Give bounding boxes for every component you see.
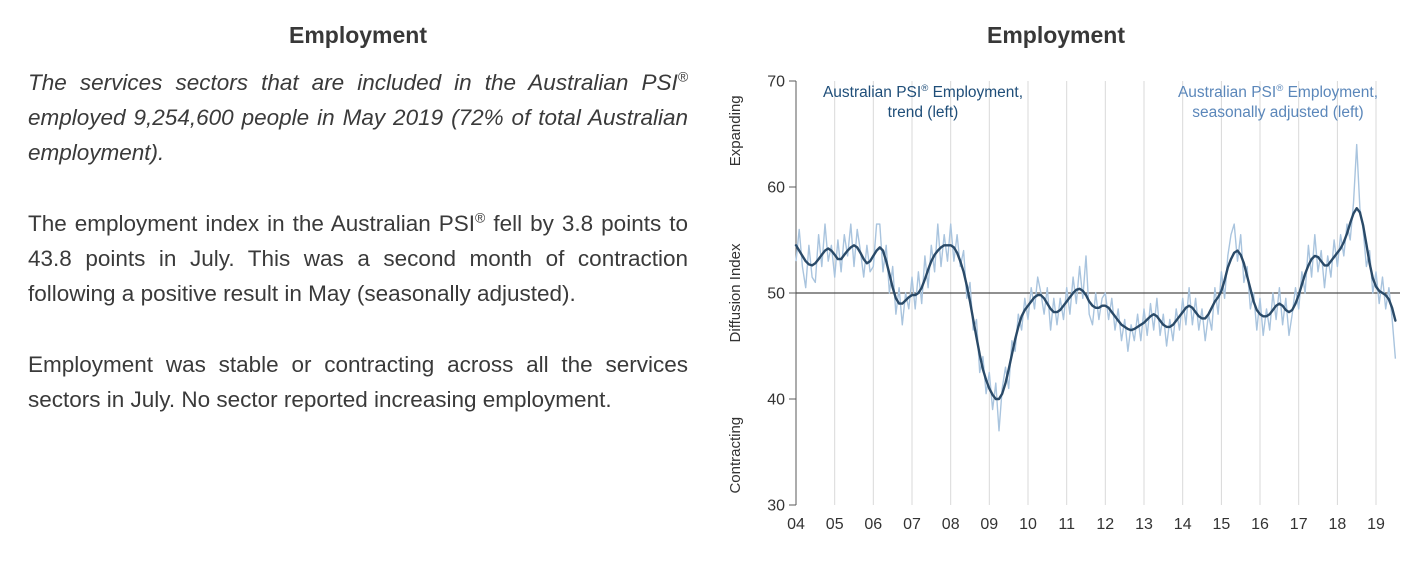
- chart-title: Employment: [986, 22, 1126, 48]
- x-tick-label: 07: [903, 516, 921, 533]
- x-tick-label: 05: [826, 516, 844, 533]
- chart-panel: Employment 30 40 50 60 70 04 05 06 07 08 09 10 11 12 1…: [700, 0, 1422, 561]
- x-tick-label: 09: [980, 516, 998, 533]
- x-tick-label: 14: [1174, 516, 1192, 533]
- x-tick-label: 16: [1251, 516, 1269, 533]
- index-paragraph: The employment index in the Australian P…: [28, 209, 688, 306]
- y-tick-label: 50: [767, 286, 785, 303]
- y-axis-expanding-label: Expanding: [727, 95, 744, 166]
- chart-area: 30 40 50 60 70 04 05 06 07 08 09 10 11 12 13 14 15 16 17 18…: [700, 63, 1412, 545]
- x-tick-label: 15: [1213, 516, 1231, 533]
- y-tick-label: 30: [767, 498, 785, 515]
- x-tick-label: 19: [1367, 516, 1385, 533]
- y-tick-label: 60: [767, 180, 785, 197]
- x-tick-label: 17: [1290, 516, 1308, 533]
- x-tick-label: 08: [942, 516, 960, 533]
- employment-line-chart: 30 40 50 60 70 04 05 06 07 08 09 10 11 12 13 14 15 16 17 18…: [727, 74, 1400, 533]
- x-tick-label: 10: [1019, 516, 1037, 533]
- text-panel: Employment The services sectors that are…: [0, 0, 700, 561]
- chart-graphics: 30 40 50 60 70 04 05 06 07 08 09 10 11 12 13 14 15 16 17 18…: [727, 74, 1400, 533]
- y-axis-contracting-label: Contracting: [727, 417, 744, 494]
- sectors-paragraph: Employment was stable or contracting acr…: [28, 352, 688, 412]
- left-section-title: Employment: [288, 22, 428, 48]
- x-tick-label: 18: [1329, 516, 1347, 533]
- seasonally-adjusted-series-line: [795, 143, 1397, 432]
- x-tick-label: 11: [1058, 516, 1075, 533]
- trend-series-line: [794, 206, 1397, 401]
- y-tick-label: 70: [767, 74, 785, 91]
- y-axis-title: Diffusion Index: [727, 243, 744, 342]
- y-tick-label: 40: [767, 392, 785, 409]
- x-tick-label: 04: [787, 516, 805, 533]
- x-tick-label: 06: [864, 516, 882, 533]
- x-tick-label: 12: [1096, 516, 1114, 533]
- x-tick-label: 13: [1135, 516, 1153, 533]
- intro-paragraph: The services sectors that are included i…: [28, 68, 688, 165]
